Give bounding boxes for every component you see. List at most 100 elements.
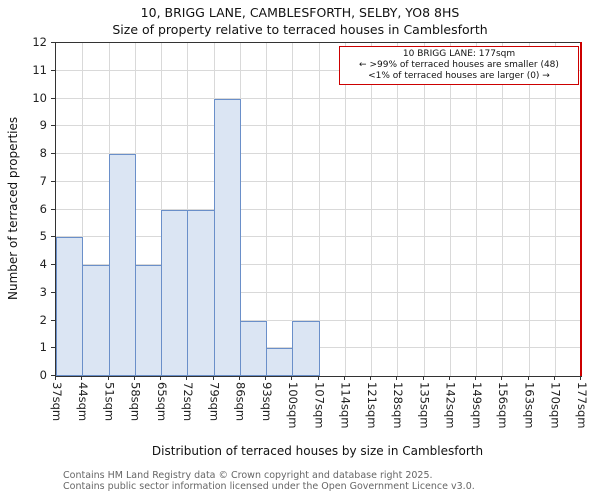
y-tick-mark [51, 125, 55, 127]
y-tick-label: 10 [32, 90, 47, 105]
x-tick-mark [133, 376, 135, 380]
gridline-vertical [423, 43, 425, 376]
x-tick-label: 121sqm [364, 382, 379, 429]
y-tick-mark [51, 264, 55, 265]
plot-area [55, 42, 582, 377]
chart-title: 10, BRIGG LANE, CAMBLESFORTH, SELBY, YO8… [140, 5, 460, 20]
y-tick-label: 11 [32, 62, 47, 77]
x-tick-label: 58sqm [128, 382, 143, 422]
footer-attribution-2: Contains public sector information licen… [63, 481, 475, 492]
x-tick-mark [553, 376, 555, 380]
x-tick-label: 177sqm [574, 382, 589, 429]
gridline-vertical [449, 43, 451, 376]
bar-51sqm [108, 154, 136, 376]
x-tick-mark [343, 376, 345, 380]
x-tick-label: 142sqm [443, 382, 458, 429]
gridline-vertical [266, 43, 267, 376]
bar-37sqm [56, 237, 84, 376]
gridline-vertical [371, 43, 372, 376]
x-tick-label: 149sqm [469, 382, 484, 429]
x-tick-label: 128sqm [391, 382, 405, 429]
x-tick-label: 100sqm [286, 382, 300, 429]
y-tick-mark [51, 97, 55, 99]
gridline-vertical [292, 43, 294, 376]
y-tick-mark [51, 291, 55, 293]
y-tick-mark [51, 153, 55, 154]
y-tick-mark [51, 180, 55, 182]
x-tick-mark [291, 376, 293, 380]
y-tick-label: 0 [39, 368, 47, 382]
gridline-vertical [344, 43, 346, 376]
x-tick-label: 135sqm [417, 382, 432, 429]
x-tick-mark [580, 376, 581, 380]
bar-65sqm [161, 209, 189, 376]
x-tick-mark [55, 376, 56, 380]
x-tick-mark [527, 376, 529, 380]
x-tick-mark [81, 376, 83, 380]
y-tick-mark [51, 319, 55, 321]
y-tick-label: 12 [32, 35, 47, 49]
gridline-vertical [476, 43, 477, 376]
callout-larger-stat: <1% of terraced houses are larger (0) → [368, 71, 550, 81]
x-tick-label: 72sqm [181, 382, 195, 422]
gridline-vertical [502, 43, 504, 376]
gridline-vertical [528, 43, 530, 376]
x-tick-label: 156sqm [496, 382, 510, 429]
y-tick-label: 3 [39, 284, 47, 299]
bar-93sqm [266, 348, 294, 376]
x-tick-label: 51sqm [102, 382, 117, 422]
y-tick-mark [51, 347, 55, 349]
y-tick-label: 7 [39, 173, 47, 188]
footer-attribution-1: Contains HM Land Registry data © Crown c… [63, 470, 433, 481]
subject-property-callout: 10 BRIGG LANE: 177sqm ← >99% of terraced… [339, 46, 579, 85]
x-tick-label: 107sqm [312, 382, 327, 429]
x-tick-mark [160, 376, 161, 380]
chart-subtitle: Size of property relative to terraced ho… [112, 22, 488, 37]
subject-property-marker-line [579, 42, 582, 376]
callout-smaller-stat: ← >99% of terraced houses are smaller (4… [359, 60, 559, 70]
gridline-vertical [318, 43, 320, 376]
bar-100sqm [292, 320, 320, 376]
x-axis-label: Distribution of terraced houses by size … [151, 444, 484, 458]
x-tick-mark [107, 376, 109, 380]
x-tick-label: 163sqm [522, 382, 537, 429]
bar-44sqm [82, 265, 110, 376]
x-tick-label: 37sqm [49, 382, 64, 422]
y-tick-label: 9 [39, 118, 47, 133]
x-tick-mark [186, 376, 188, 380]
y-tick-label: 2 [39, 312, 47, 327]
x-tick-mark [265, 376, 266, 380]
y-tick-mark [51, 42, 55, 43]
gridline-vertical [554, 43, 556, 376]
gridline-vertical [397, 43, 399, 376]
bar-72sqm [187, 209, 215, 376]
x-tick-label: 65sqm [154, 382, 169, 422]
x-tick-label: 170sqm [548, 382, 563, 429]
x-tick-label: 86sqm [233, 382, 248, 422]
x-tick-label: 114sqm [338, 382, 353, 429]
y-tick-label: 1 [39, 340, 47, 355]
x-tick-label: 44sqm [76, 382, 90, 422]
bar-79sqm [213, 98, 241, 376]
bar-58sqm [134, 265, 162, 376]
y-tick-mark [51, 208, 55, 210]
x-tick-mark [448, 376, 450, 380]
x-tick-mark [422, 376, 424, 380]
y-tick-mark [51, 375, 55, 376]
y-tick-label: 5 [39, 229, 47, 244]
x-tick-label: 79sqm [207, 382, 222, 422]
x-tick-label: 93sqm [259, 382, 274, 422]
y-tick-mark [51, 69, 55, 71]
y-tick-label: 6 [39, 201, 47, 216]
y-tick-label: 8 [39, 146, 47, 160]
x-tick-mark [396, 376, 398, 380]
x-tick-mark [370, 376, 371, 380]
x-tick-mark [238, 376, 240, 380]
x-tick-mark [212, 376, 214, 380]
gridline-vertical [82, 43, 84, 376]
x-tick-mark [501, 376, 503, 380]
y-tick-label: 4 [39, 257, 47, 271]
x-tick-mark [475, 376, 476, 380]
bar-86sqm [239, 320, 267, 376]
